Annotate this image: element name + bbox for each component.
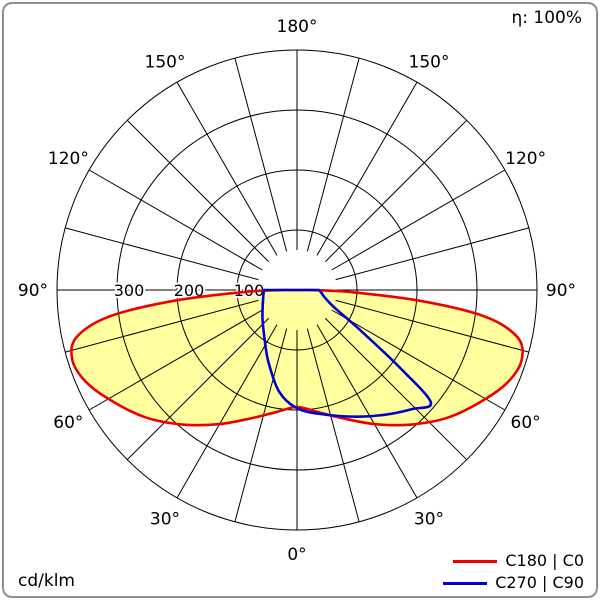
angle-label-90-right: 90° (546, 281, 576, 301)
legend: C180 | C0 C270 | C90 (443, 552, 584, 592)
grid-spoke-300 (88, 309, 263, 411)
grid-spoke-120 (331, 169, 506, 271)
angle-label-30-right: 30° (414, 510, 444, 530)
radial-tick-label-300: 300 (114, 281, 145, 300)
angle-label-180: 180° (277, 17, 318, 37)
curve-c270-c90 (261, 288, 433, 419)
grid-spoke-330 (176, 324, 278, 499)
units-label: cd/klm (18, 571, 75, 591)
legend-label-c90-c270: C270 | C90 (495, 573, 584, 592)
legend-line-blue (443, 581, 488, 585)
angle-label-120-right: 120° (505, 149, 546, 169)
angle-label-60-right: 60° (511, 413, 541, 433)
grid-spoke-165 (306, 58, 360, 252)
grid-spoke-135 (324, 119, 468, 263)
angle-label-0: 0° (287, 545, 306, 565)
grid-spoke-285 (65, 299, 259, 353)
grid-spoke-195 (234, 58, 288, 252)
grid-spoke-255 (65, 227, 259, 281)
grid-spoke-30 (316, 324, 418, 499)
legend-line-red (453, 559, 498, 563)
angle-label-60-left: 60° (53, 413, 83, 433)
angle-label-150-right: 150° (409, 52, 450, 72)
grid-spoke-45 (324, 317, 468, 461)
grid-spoke-240 (88, 169, 263, 271)
efficiency-label: η: 100% (511, 8, 582, 28)
grid-spoke-225 (126, 119, 270, 263)
angle-label-90-left: 90° (18, 281, 48, 301)
legend-row-c0-c180: C180 | C0 (443, 552, 584, 570)
grid-spoke-60 (331, 309, 506, 411)
legend-label-c0-c180: C180 | C0 (505, 551, 584, 570)
angle-label-120-left: 120° (48, 149, 89, 169)
grid-spoke-345 (234, 328, 288, 522)
grid-spoke-150 (316, 81, 418, 256)
grid-spoke-105 (335, 227, 529, 281)
grid-spoke-210 (176, 81, 278, 256)
grid-spoke-75 (335, 299, 529, 353)
angle-label-150-left: 150° (145, 52, 186, 72)
angle-label-30-left: 30° (150, 510, 180, 530)
grid-spoke-15 (306, 328, 360, 522)
grid-spoke-315 (126, 317, 270, 461)
legend-row-c90-c270: C270 | C90 (443, 574, 584, 592)
